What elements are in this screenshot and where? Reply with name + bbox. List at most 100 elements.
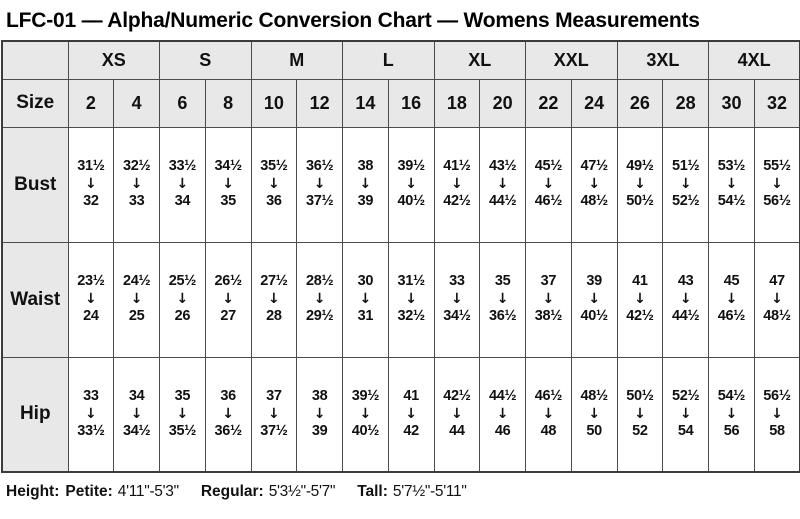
range-from: 53½ [717, 158, 746, 175]
range-to: 29½ [305, 308, 334, 325]
range-to: 36½ [489, 308, 517, 325]
range-cell: 37 ↓ 38½ [525, 241, 572, 358]
down-arrow-icon: ↓ [542, 175, 555, 192]
measure-row-bust: Bust 31½ ↓ 32 32½ ↓ 33 33½ ↓ 34 34½ ↓ 35 35½ ↓ 36 36½ ↓ 37… [1, 126, 800, 243]
range-to: 35 [220, 193, 236, 210]
range-stack: 39½ ↓ 40½ [389, 157, 433, 212]
range-cell: 47½ ↓ 48½ [570, 126, 618, 243]
down-arrow-icon: ↓ [542, 405, 555, 422]
numeric-size-header: 18 [433, 78, 481, 128]
range-from: 33½ [168, 158, 197, 175]
down-arrow-icon: ↓ [588, 290, 601, 307]
down-arrow-icon: ↓ [725, 405, 738, 422]
numeric-size-row: Size 2 4 6 8 10 12 14 16 18 20 22 24 26 28 30 32 [1, 78, 800, 128]
range-to: 34½ [443, 308, 471, 325]
range-stack: 54½ ↓ 56 [710, 387, 754, 442]
range-cell: 55½ ↓ 56½ [753, 126, 800, 243]
numeric-size-header: 12 [296, 78, 344, 128]
down-arrow-icon: ↓ [588, 175, 601, 192]
range-cell: 45½ ↓ 46½ [525, 126, 572, 243]
range-to: 34½ [122, 422, 151, 439]
numeric-size-header: 10 [250, 78, 298, 128]
down-arrow-icon: ↓ [405, 405, 418, 422]
height-range-regular: Regular: 5'3½"-5'7" [201, 483, 336, 500]
range-stack: 34½ ↓ 35 [206, 157, 250, 212]
range-from: 39½ [397, 158, 425, 175]
range-to: 38½ [534, 308, 563, 325]
height-range-value: 5'7½"-5'11" [392, 483, 467, 500]
range-from: 37 [540, 273, 557, 290]
range-cell: 33 ↓ 33½ [67, 356, 115, 473]
down-arrow-icon: ↓ [634, 290, 646, 307]
down-arrow-icon: ↓ [313, 175, 326, 192]
height-note-entries: Petite: 4'11"-5'3" Regular: 5'3½"-5'7" Tall:… [65, 483, 488, 501]
range-to: 48½ [580, 193, 609, 210]
range-to: 58 [769, 422, 785, 439]
range-stack: 38 ↓ 39 [298, 387, 342, 442]
down-arrow-icon: ↓ [130, 175, 143, 192]
down-arrow-icon: ↓ [634, 405, 646, 422]
numeric-size-header: 6 [159, 78, 206, 128]
range-cell: 31½ ↓ 32 [67, 126, 115, 243]
range-to: 46½ [534, 193, 563, 210]
down-arrow-icon: ↓ [268, 175, 280, 192]
range-to: 54½ [717, 193, 746, 210]
range-from: 31½ [77, 158, 105, 175]
range-cell: 38 ↓ 39 [342, 126, 389, 243]
range-to: 56 [723, 422, 740, 439]
range-to: 50½ [626, 193, 654, 210]
range-from: 31½ [397, 273, 425, 290]
range-cell: 34 ↓ 34½ [113, 356, 161, 473]
range-from: 48½ [580, 387, 609, 404]
down-arrow-icon: ↓ [405, 290, 418, 307]
range-cell: 31½ ↓ 32½ [387, 241, 435, 358]
range-from: 34 [128, 387, 145, 404]
down-arrow-icon: ↓ [405, 175, 418, 192]
range-to: 40½ [580, 308, 609, 325]
range-to: 48 [540, 422, 557, 439]
down-arrow-icon: ↓ [222, 405, 235, 422]
range-to: 54 [677, 422, 694, 439]
range-stack: 46½ ↓ 48 [527, 387, 571, 442]
range-cell: 43 ↓ 44½ [662, 241, 710, 358]
range-cell: 26½ ↓ 27 [204, 241, 252, 358]
range-cell: 38 ↓ 39 [296, 356, 344, 473]
range-stack: 55½ ↓ 56½ [755, 157, 799, 212]
range-to: 52½ [672, 193, 700, 210]
range-stack: 33 ↓ 33½ [69, 387, 113, 442]
range-cell: 30 ↓ 31 [342, 241, 389, 358]
range-cell: 52½ ↓ 54 [662, 356, 710, 473]
down-arrow-icon: ↓ [130, 405, 143, 422]
range-to: 44½ [672, 308, 700, 325]
down-arrow-icon: ↓ [268, 290, 280, 307]
range-from: 25½ [168, 273, 197, 290]
range-from: 45½ [534, 158, 563, 175]
range-cell: 25½ ↓ 26 [159, 241, 206, 358]
range-from: 49½ [626, 158, 654, 175]
down-arrow-icon: ↓ [176, 290, 189, 307]
range-to: 36 [266, 193, 282, 210]
numeric-size-header: 30 [708, 78, 755, 128]
range-stack: 31½ ↓ 32½ [389, 272, 433, 327]
range-from: 36 [220, 387, 236, 404]
range-cell: 28½ ↓ 29½ [296, 241, 344, 358]
range-from: 36½ [305, 158, 334, 175]
range-stack: 56½ ↓ 58 [755, 387, 799, 442]
range-stack: 35 ↓ 35½ [161, 387, 205, 442]
range-cell: 39½ ↓ 40½ [387, 126, 435, 243]
range-to: 44 [449, 422, 465, 439]
range-cell: 27½ ↓ 28 [250, 241, 298, 358]
range-cell: 53½ ↓ 54½ [708, 126, 755, 243]
range-stack: 35 ↓ 36½ [481, 272, 525, 327]
range-cell: 54½ ↓ 56 [708, 356, 755, 473]
conversion-table: XS S M L XL XXL 3XL 4XL Size 2 4 6 8 10 12 14 16 18 20 22 24… [1, 40, 800, 473]
range-from: 33 [83, 387, 99, 404]
numeric-size-header: 22 [525, 78, 572, 128]
alpha-size-header: XXL [525, 40, 618, 80]
down-arrow-icon: ↓ [359, 405, 372, 422]
range-stack: 48½ ↓ 50 [572, 387, 616, 442]
range-cell: 24½ ↓ 25 [113, 241, 161, 358]
range-stack: 38 ↓ 39 [344, 157, 388, 212]
numeric-size-header: 26 [616, 78, 664, 128]
down-arrow-icon: ↓ [496, 290, 509, 307]
